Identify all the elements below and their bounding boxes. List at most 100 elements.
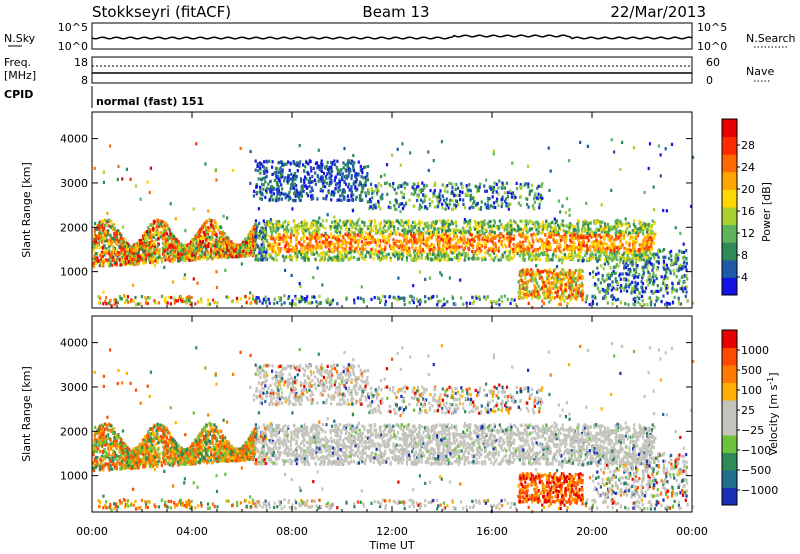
power-cell	[461, 253, 464, 257]
power-cell	[358, 247, 362, 251]
power-cell	[449, 241, 452, 245]
power-cell	[455, 224, 458, 228]
power-cell	[282, 233, 285, 237]
power-cell	[487, 225, 490, 229]
power-cell	[382, 256, 385, 261]
power-cell	[402, 225, 405, 229]
power-cell	[150, 261, 153, 265]
power-cell	[619, 245, 622, 249]
power-cell	[516, 244, 519, 248]
power-cell	[270, 185, 273, 189]
power-cell	[455, 241, 458, 245]
power-cell	[101, 238, 104, 242]
power-cell	[303, 258, 306, 262]
power-cell	[488, 253, 491, 257]
power-cell	[192, 243, 195, 247]
power-cell	[538, 253, 541, 257]
power-cell	[169, 250, 172, 254]
power-cell	[258, 234, 261, 238]
power-cell	[497, 227, 500, 231]
power-cell	[294, 199, 297, 203]
power-cell	[312, 245, 315, 249]
power-cell	[510, 256, 513, 260]
power-cell	[343, 179, 346, 183]
power-cell	[436, 199, 439, 203]
power-cell	[320, 255, 323, 259]
power-cell	[518, 244, 521, 248]
power-cell	[431, 252, 434, 256]
power-cell	[458, 251, 461, 256]
power-cell	[539, 237, 542, 241]
power-cell	[212, 255, 216, 259]
power-cell	[278, 167, 281, 171]
power-cell	[439, 251, 442, 256]
power-cell	[449, 250, 452, 254]
power-cell	[279, 223, 282, 227]
power-cell	[347, 159, 351, 163]
power-cell	[303, 253, 306, 257]
power-cell	[259, 185, 262, 189]
power-cell	[278, 220, 281, 224]
power-cell	[378, 257, 382, 261]
power-cell	[139, 257, 142, 261]
power-cell	[289, 196, 292, 201]
power-cell	[571, 247, 574, 251]
power-cell	[275, 199, 278, 203]
power-cell	[605, 233, 608, 237]
power-cell	[339, 244, 342, 248]
power-cell	[243, 251, 246, 255]
power-cell	[322, 171, 326, 175]
power-cell	[567, 231, 570, 235]
power-cell	[367, 164, 370, 169]
power-cell	[351, 235, 354, 239]
power-cell	[175, 243, 178, 247]
power-cell	[652, 242, 655, 246]
power-cell	[461, 232, 464, 236]
power-cell	[349, 223, 352, 227]
power-cell	[93, 245, 96, 249]
power-cell	[465, 220, 468, 224]
power-cell	[172, 254, 175, 258]
power-cell	[373, 252, 376, 256]
power-cell	[295, 247, 298, 251]
power-cell	[481, 231, 484, 235]
power-cell	[277, 251, 281, 256]
power-cell	[453, 228, 456, 232]
power-cell	[470, 227, 473, 231]
power-cell	[352, 169, 356, 173]
power-cell	[420, 231, 423, 235]
power-cell	[202, 224, 205, 228]
power-cell	[149, 232, 152, 236]
power-cell	[648, 224, 651, 228]
power-cell	[174, 249, 177, 253]
power-cell	[493, 224, 496, 228]
power-cell	[103, 238, 106, 242]
power-cell	[338, 219, 342, 223]
power-cell	[249, 230, 252, 234]
power-cell	[330, 232, 333, 236]
power-cell	[324, 231, 327, 235]
power-cell	[137, 252, 140, 257]
power-cell	[157, 237, 160, 241]
power-cell	[557, 246, 560, 250]
power-cell	[576, 253, 579, 257]
power-cell	[108, 218, 111, 222]
power-cell	[340, 198, 343, 202]
power-cell	[397, 221, 401, 225]
power-cell	[282, 192, 285, 196]
power-cell	[220, 255, 224, 259]
power-cell	[264, 236, 267, 240]
power-cell	[150, 223, 153, 227]
power-cell	[103, 259, 106, 263]
power-cell	[389, 233, 392, 237]
power-cell	[409, 254, 412, 258]
power-cell	[307, 247, 311, 251]
power-cell	[250, 229, 253, 233]
power-cell	[156, 223, 159, 227]
power-cell	[601, 246, 604, 250]
power-cell	[153, 240, 156, 244]
power-cell	[292, 161, 295, 165]
power-cell	[305, 192, 308, 196]
power-cell	[99, 260, 102, 264]
power-cell	[206, 236, 209, 240]
